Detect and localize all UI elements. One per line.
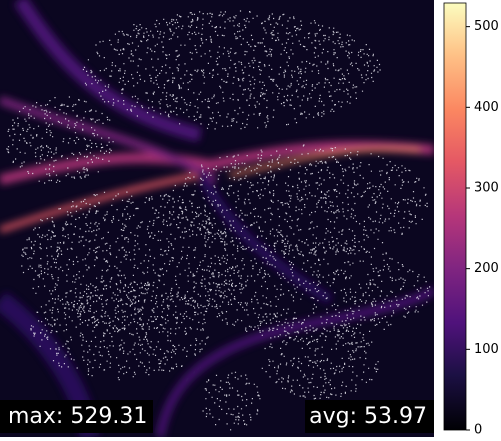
scatter-points	[6, 10, 431, 431]
colorbar-tick-label: 100	[474, 342, 499, 357]
annotation-box	[0, 400, 153, 433]
colorbar-tick-label: 500	[474, 19, 499, 34]
colorbar-tick-label: 200	[474, 261, 499, 276]
points	[6, 10, 431, 431]
avg-annotation: avg: 53.97	[309, 404, 427, 429]
max-annotation: max: 529.31	[8, 404, 147, 429]
annotation-box	[305, 400, 434, 433]
colorbar-tick-label: 0	[474, 423, 482, 438]
colorbar-tick-label: 300	[474, 180, 499, 195]
heatmap	[0, 0, 434, 437]
colorbar-tick-label: 400	[474, 100, 499, 115]
colorbar	[443, 2, 467, 431]
